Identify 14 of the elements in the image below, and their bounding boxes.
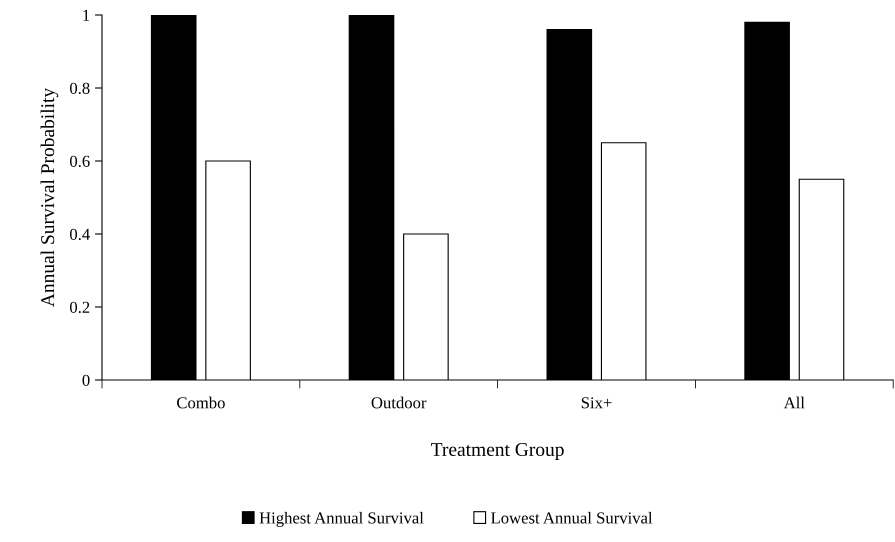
y-axis-title: Annual Survival Probability xyxy=(40,88,58,307)
y-tick-label: 0.8 xyxy=(70,82,90,94)
x-tick-label: Six+ xyxy=(582,397,612,408)
y-tick-label: 0.6 xyxy=(70,156,90,168)
y-tick-label: 0.4 xyxy=(70,228,90,240)
y-tick-label: 0 xyxy=(82,374,90,386)
x-tick-label: All xyxy=(784,396,805,408)
x-tick-label: Outdoor xyxy=(372,396,426,408)
y-tick-label: 0.2 xyxy=(70,302,90,314)
x-tick-label: Combo xyxy=(177,396,225,408)
legend-label: Lowest Annual Survival xyxy=(491,512,652,524)
legend-label: Highest Annual Survival xyxy=(260,512,424,527)
x-axis-title: Treatment Group xyxy=(431,442,564,460)
y-tick-label: 1 xyxy=(83,10,90,21)
